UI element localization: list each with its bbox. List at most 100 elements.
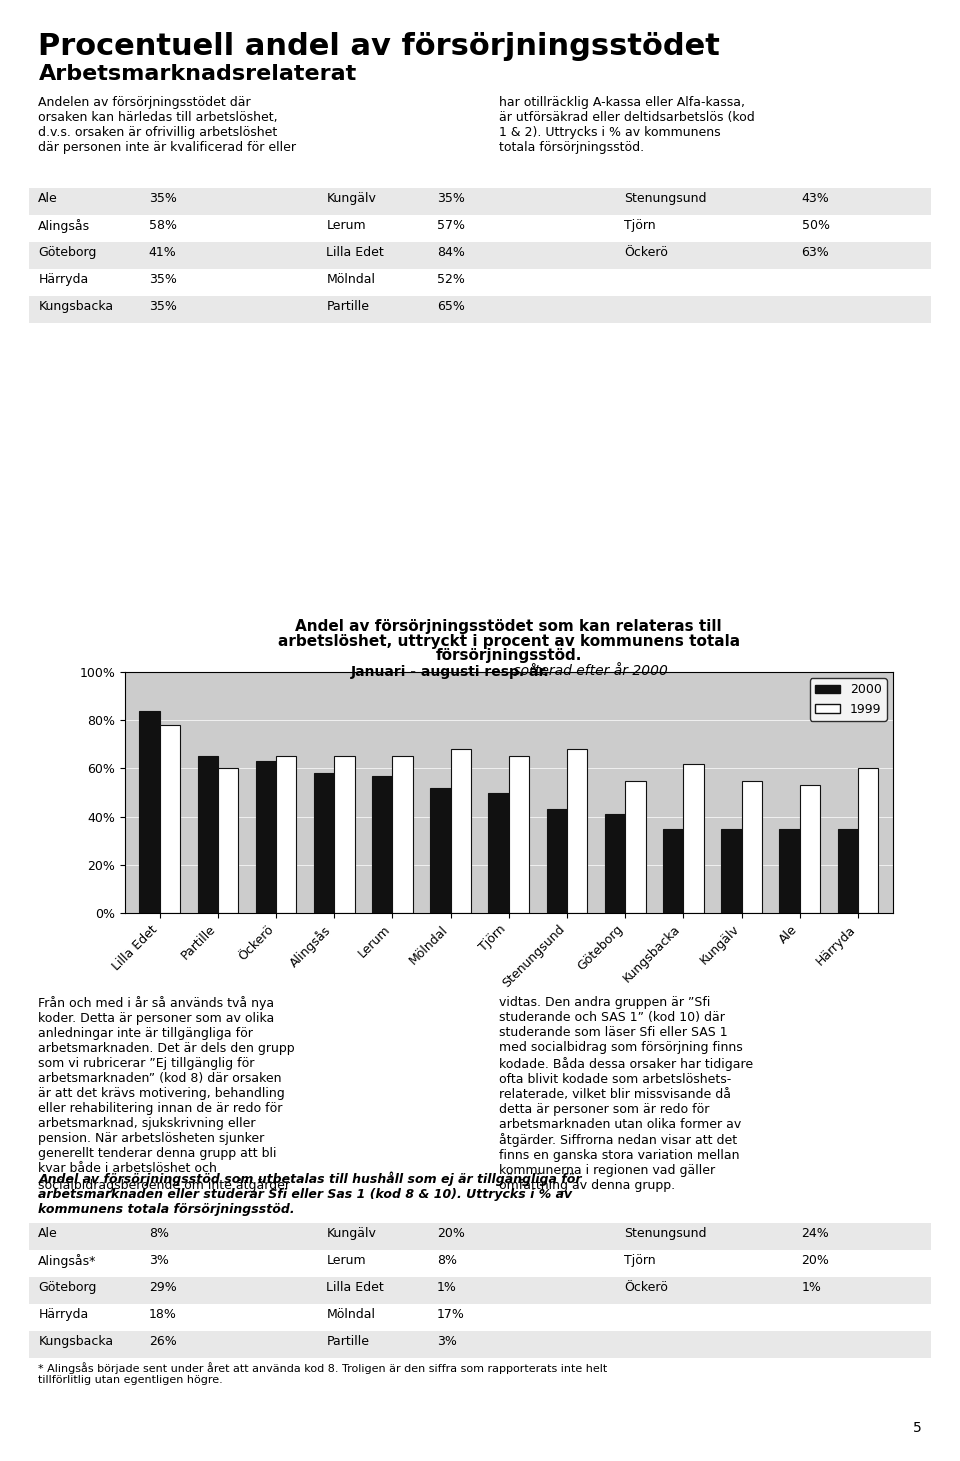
Text: 20%: 20% xyxy=(437,1227,465,1240)
Bar xyxy=(334,757,354,913)
Text: Härryda: Härryda xyxy=(38,273,88,286)
Bar xyxy=(837,828,858,913)
Bar xyxy=(450,749,471,913)
Bar xyxy=(684,764,704,913)
Text: 26%: 26% xyxy=(149,1335,177,1349)
Bar xyxy=(29,1303,931,1331)
Bar xyxy=(29,187,931,215)
Text: Alingsås: Alingsås xyxy=(38,219,90,234)
Text: Ale: Ale xyxy=(38,1227,59,1240)
Text: Kungälv: Kungälv xyxy=(326,1227,376,1240)
Text: Göteborg: Göteborg xyxy=(38,1281,97,1294)
Text: 35%: 35% xyxy=(149,273,177,286)
Text: 8%: 8% xyxy=(149,1227,169,1240)
Bar xyxy=(29,1249,931,1277)
Bar xyxy=(800,786,820,913)
Text: 35%: 35% xyxy=(437,191,465,205)
Bar xyxy=(489,792,509,913)
Bar xyxy=(218,768,238,913)
Bar xyxy=(372,776,393,913)
Text: Tjörn: Tjörn xyxy=(624,219,656,232)
Text: Tjörn: Tjörn xyxy=(624,1254,656,1267)
Text: Kungälv: Kungälv xyxy=(326,191,376,205)
Text: 35%: 35% xyxy=(149,300,177,313)
Bar xyxy=(430,787,450,913)
Text: * Alingsås började sent under året att använda kod 8. Troligen är den siffra som: * Alingsås började sent under året att a… xyxy=(38,1362,608,1385)
Bar xyxy=(393,757,413,913)
Text: Andelen av försörjningsstödet där
orsaken kan härledas till arbetslöshet,
d.v.s.: Andelen av försörjningsstödet där orsake… xyxy=(38,96,297,155)
Bar xyxy=(509,757,529,913)
Text: 3%: 3% xyxy=(437,1335,457,1349)
Bar xyxy=(255,761,276,913)
Bar xyxy=(29,1223,931,1249)
Text: Stenungsund: Stenungsund xyxy=(624,1227,707,1240)
Bar xyxy=(159,725,180,913)
Text: Öckerö: Öckerö xyxy=(624,1281,668,1294)
Text: 43%: 43% xyxy=(802,191,829,205)
Text: Lerum: Lerum xyxy=(326,219,366,232)
Bar xyxy=(198,757,218,913)
Text: 63%: 63% xyxy=(802,245,829,259)
Text: Procentuell andel av försörjningsstödet: Procentuell andel av försörjningsstödet xyxy=(38,32,720,61)
Text: Kungsbacka: Kungsbacka xyxy=(38,300,113,313)
Text: Göteborg: Göteborg xyxy=(38,245,97,259)
Bar xyxy=(858,768,878,913)
Text: Kungsbacka: Kungsbacka xyxy=(38,1335,113,1349)
Bar xyxy=(605,814,625,913)
Text: Lerum: Lerum xyxy=(326,1254,366,1267)
Bar xyxy=(567,749,588,913)
Text: Stenungsund: Stenungsund xyxy=(624,191,707,205)
Text: försörjningsstöd.: försörjningsstöd. xyxy=(436,649,582,663)
Text: 84%: 84% xyxy=(437,245,465,259)
Text: 8%: 8% xyxy=(437,1254,457,1267)
Text: 20%: 20% xyxy=(802,1254,829,1267)
Text: 41%: 41% xyxy=(149,245,177,259)
Text: 58%: 58% xyxy=(149,219,177,232)
Text: har otillräcklig A-kassa eller Alfa-kassa,
är utförsäkrad eller deltidsarbetslös: har otillräcklig A-kassa eller Alfa-kass… xyxy=(499,96,755,155)
Bar xyxy=(546,809,567,913)
Text: arbetslöshet, uttryckt i procent av kommunens totala: arbetslöshet, uttryckt i procent av komm… xyxy=(277,634,740,649)
Bar xyxy=(741,780,762,913)
Text: Ale: Ale xyxy=(38,191,59,205)
Text: 52%: 52% xyxy=(437,273,465,286)
Text: 50%: 50% xyxy=(802,219,829,232)
Bar xyxy=(29,295,931,323)
Text: Arbetsmarknadsrelaterat: Arbetsmarknadsrelaterat xyxy=(38,64,357,85)
Legend: 2000, 1999: 2000, 1999 xyxy=(809,678,886,720)
Bar xyxy=(780,828,800,913)
Text: Från och med i år så används två nya
koder. Detta är personer som av olika
anled: Från och med i år så används två nya kod… xyxy=(38,996,295,1192)
Bar xyxy=(314,773,334,913)
Text: 3%: 3% xyxy=(149,1254,169,1267)
Text: Partille: Partille xyxy=(326,1335,370,1349)
Text: sorterad efter år 2000: sorterad efter år 2000 xyxy=(509,663,667,678)
Text: Mölndal: Mölndal xyxy=(326,273,375,286)
Text: 57%: 57% xyxy=(437,219,465,232)
Bar xyxy=(139,710,159,913)
Text: 1%: 1% xyxy=(802,1281,822,1294)
Text: Alingsås*: Alingsås* xyxy=(38,1254,97,1268)
Text: Andel av försörjningsstödet som kan relateras till: Andel av försörjningsstödet som kan rela… xyxy=(296,619,722,634)
Bar xyxy=(276,757,297,913)
Text: Lilla Edet: Lilla Edet xyxy=(326,1281,384,1294)
Bar xyxy=(29,215,931,241)
Bar xyxy=(29,1331,931,1359)
Text: 24%: 24% xyxy=(802,1227,829,1240)
Text: Härryda: Härryda xyxy=(38,1309,88,1321)
Bar xyxy=(29,269,931,295)
Text: 17%: 17% xyxy=(437,1309,465,1321)
Text: 5: 5 xyxy=(913,1420,922,1435)
Text: 35%: 35% xyxy=(149,191,177,205)
Text: Lilla Edet: Lilla Edet xyxy=(326,245,384,259)
Text: 29%: 29% xyxy=(149,1281,177,1294)
Text: Januari - augusti resp. år.: Januari - augusti resp. år. xyxy=(350,663,549,678)
Bar xyxy=(721,828,741,913)
Text: 18%: 18% xyxy=(149,1309,177,1321)
Bar xyxy=(29,1277,931,1303)
Text: Partille: Partille xyxy=(326,300,370,313)
Text: 65%: 65% xyxy=(437,300,465,313)
Text: Andel av försörjningsstöd som utbetalas till hushåll som ej är tillgängliga för
: Andel av försörjningsstöd som utbetalas … xyxy=(38,1172,582,1217)
Bar xyxy=(625,780,645,913)
Text: Öckerö: Öckerö xyxy=(624,245,668,259)
Bar xyxy=(663,828,684,913)
Text: vidtas. Den andra gruppen är ”Sfi
studerande och SAS 1” (kod 10) där
studerande : vidtas. Den andra gruppen är ”Sfi studer… xyxy=(499,996,754,1192)
